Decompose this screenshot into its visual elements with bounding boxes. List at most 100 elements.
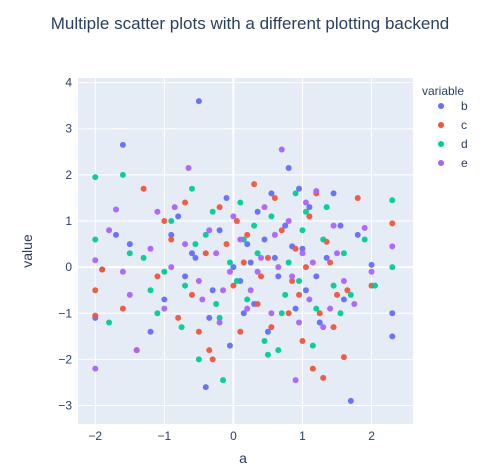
data-point-c [354,194,361,201]
data-point-e [237,236,244,243]
data-point-d [140,254,147,261]
data-point-d [292,190,299,197]
data-point-c [292,245,299,252]
x-tick-label: −1 [157,429,171,443]
data-point-d [209,208,216,215]
data-point-d [302,208,309,215]
data-point-e [92,365,99,372]
data-point-b [182,273,189,280]
data-point-d [278,310,285,317]
data-point-e [199,296,206,303]
data-point-c [268,324,275,331]
data-point-d [182,282,189,289]
chart-title: Multiple scatter plots with a different … [51,14,449,33]
data-point-e [313,188,320,195]
data-point-c [223,241,230,248]
data-point-e [206,227,213,234]
data-point-b [195,98,202,105]
data-point-e [171,204,178,211]
data-point-b [323,254,330,261]
data-point-d [282,291,289,298]
data-point-c [316,310,323,317]
data-point-d [389,197,396,204]
data-point-b [175,213,182,220]
data-point-e [254,268,261,275]
legend-marker-b [438,103,444,109]
data-point-e [247,287,254,294]
data-point-b [296,185,303,192]
legend-label-d: d [461,137,468,151]
data-point-b [147,328,154,335]
data-point-d [268,213,275,220]
data-point-e [185,164,192,171]
data-point-d [188,185,195,192]
data-point-b [275,273,282,280]
data-point-e [106,227,113,234]
data-point-e [168,264,175,271]
data-point-b [119,141,126,148]
data-point-c [334,291,341,298]
data-point-b [330,190,337,197]
data-point-e [351,301,358,308]
data-point-c [206,347,213,354]
legend-title: variable [422,84,464,98]
data-point-b [292,305,299,312]
data-point-d [226,259,233,266]
data-point-e [119,268,126,275]
data-point-d [244,296,251,303]
data-point-e [161,305,168,312]
data-point-e [213,250,220,257]
data-point-e [244,305,251,312]
data-point-b [337,222,344,229]
data-point-e [268,310,275,317]
data-point-b [340,296,347,303]
data-point-e [154,208,161,215]
data-point-e [289,273,296,280]
data-point-b [244,241,251,248]
data-point-b [161,296,168,303]
data-point-d [337,310,344,317]
legend-marker-e [438,160,444,166]
data-point-b [247,259,254,266]
data-point-c [340,354,347,361]
data-point-e [216,319,223,326]
data-point-d [261,337,268,344]
data-point-c [302,264,309,271]
data-point-d [275,347,282,354]
data-point-e [126,291,133,298]
data-point-e [147,245,154,252]
data-point-e [226,268,233,275]
data-point-c [389,220,396,227]
data-point-b [313,273,320,280]
data-point-d [330,282,337,289]
data-point-d [347,291,354,298]
data-point-d [119,171,126,178]
data-point-b [209,287,216,294]
data-point-b [354,231,361,238]
data-point-e [182,241,189,248]
data-point-c [237,328,244,335]
data-point-c [99,266,106,273]
data-point-e [230,213,237,220]
x-tick-label: 0 [230,429,237,443]
data-point-e [133,347,140,354]
y-tick-label: −2 [58,352,72,366]
data-point-d [309,342,316,349]
legend-marker-c [438,122,444,128]
data-point-d [251,222,258,229]
data-point-c [195,328,202,335]
data-point-e [285,218,292,225]
data-point-c [161,218,168,225]
data-point-e [334,250,341,257]
data-point-b [268,190,275,197]
data-point-e [302,199,309,206]
tick-labels: −2 −1 0 1 2 −3 −2 −1 0 1 2 3 4 [58,76,375,443]
data-point-c [216,204,223,211]
data-point-c [344,287,351,294]
data-point-d [161,268,168,275]
data-point-d [264,351,271,358]
data-point-d [233,277,240,284]
data-point-d [154,310,161,317]
